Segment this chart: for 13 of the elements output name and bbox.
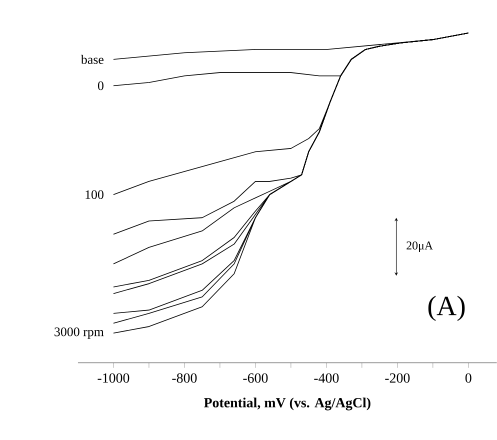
x-tick-label: -800 — [172, 373, 197, 383]
x-tick-label: -200 — [385, 373, 410, 383]
x-tick-label: -400 — [314, 373, 339, 383]
x-tick-label: -600 — [243, 373, 268, 383]
series-label: 100 — [86, 190, 104, 200]
annotation: (A) — [428, 296, 465, 322]
series-label: 0 — [98, 81, 104, 90]
x-tick-label: -1000 — [98, 373, 130, 383]
annotation: 20μA — [406, 242, 433, 252]
series-label: 3000 rpm — [54, 328, 104, 339]
x-tick-label: 0 — [465, 373, 472, 383]
series-label: base — [80, 54, 104, 64]
x-axis-title: Potential, mV (vs. Ag/AgCl) — [204, 398, 370, 410]
